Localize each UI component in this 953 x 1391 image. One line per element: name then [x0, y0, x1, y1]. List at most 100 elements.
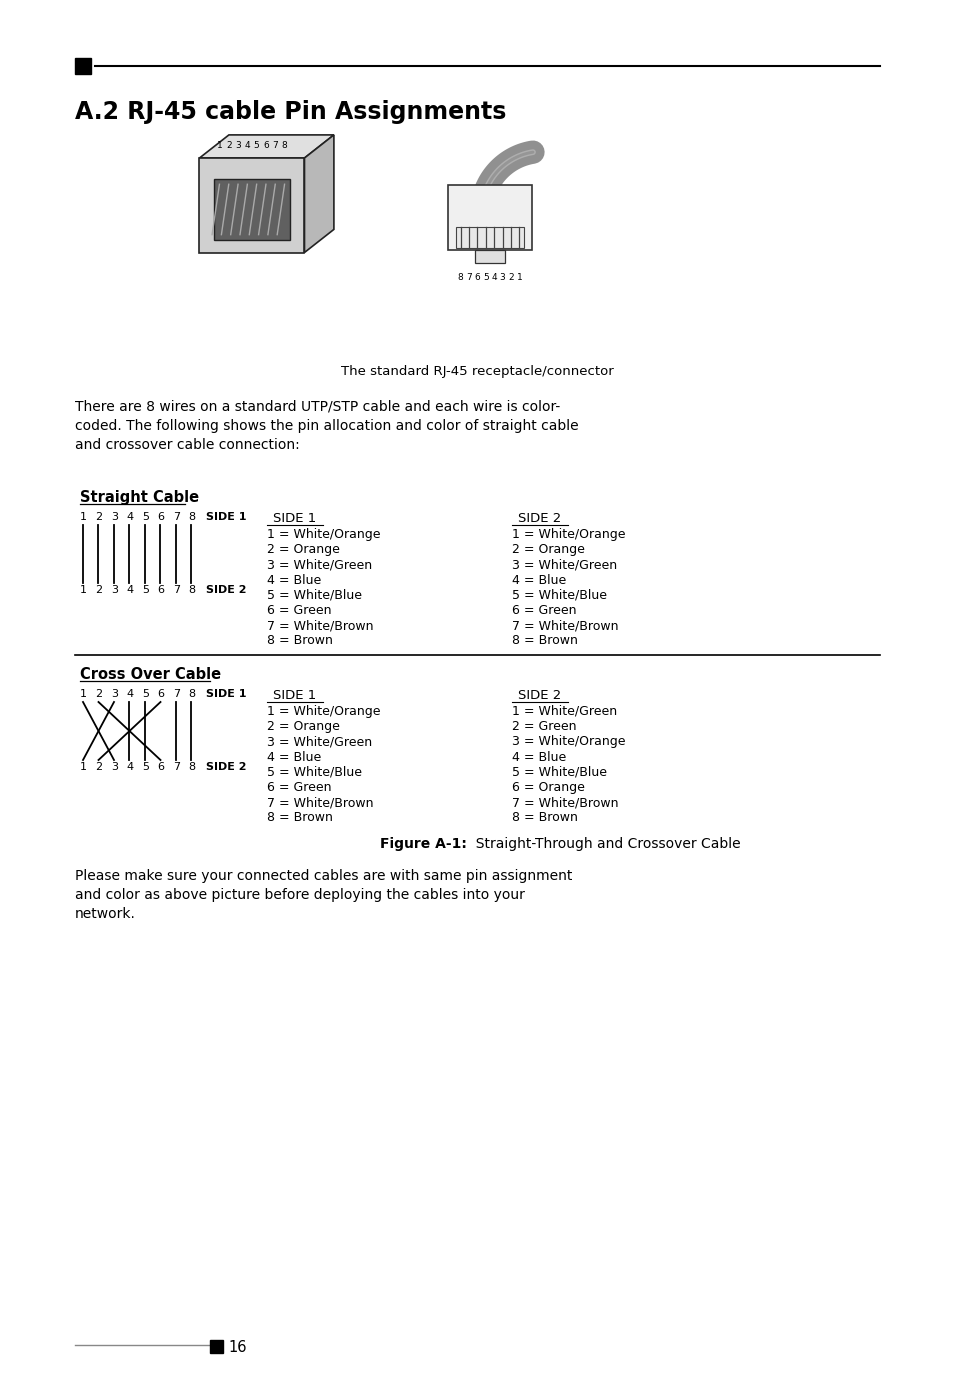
- Text: 5: 5: [142, 762, 149, 772]
- Text: 3 = White/Green: 3 = White/Green: [512, 558, 617, 572]
- Text: 5 = White/Blue: 5 = White/Blue: [267, 766, 361, 779]
- Text: 16: 16: [228, 1340, 246, 1355]
- Text: 8: 8: [189, 689, 195, 700]
- Text: A.2 RJ-45 cable Pin Assignments: A.2 RJ-45 cable Pin Assignments: [75, 100, 506, 124]
- Text: 7 = White/Brown: 7 = White/Brown: [267, 619, 374, 632]
- Text: 1 = White/Orange: 1 = White/Orange: [512, 529, 625, 541]
- Text: 1 = White/Green: 1 = White/Green: [512, 705, 617, 718]
- Text: 3: 3: [111, 586, 118, 595]
- Text: 4: 4: [127, 512, 133, 522]
- Text: 2: 2: [95, 689, 103, 700]
- Text: coded. The following shows the pin allocation and color of straight cable: coded. The following shows the pin alloc…: [75, 419, 578, 433]
- Text: 4 = Blue: 4 = Blue: [512, 751, 566, 764]
- Text: 4 = Blue: 4 = Blue: [267, 751, 321, 764]
- Text: 3: 3: [499, 273, 505, 282]
- Text: 7: 7: [172, 586, 180, 595]
- Text: 6 = Green: 6 = Green: [267, 780, 331, 794]
- Text: SIDE 2: SIDE 2: [517, 689, 561, 702]
- Text: 3: 3: [111, 689, 118, 700]
- Text: SIDE 1: SIDE 1: [206, 689, 246, 700]
- Text: 4: 4: [127, 689, 133, 700]
- Bar: [456, 227, 523, 248]
- Polygon shape: [304, 135, 334, 253]
- Text: 8: 8: [457, 273, 463, 282]
- Text: 7 = White/Brown: 7 = White/Brown: [267, 796, 374, 810]
- Text: 2 = Green: 2 = Green: [512, 721, 576, 733]
- Text: 4: 4: [244, 140, 250, 150]
- Text: Cross Over Cable: Cross Over Cable: [80, 668, 221, 682]
- Text: The standard RJ-45 receptacle/connector: The standard RJ-45 receptacle/connector: [340, 364, 613, 378]
- Text: and crossover cable connection:: and crossover cable connection:: [75, 438, 299, 452]
- Bar: [475, 250, 504, 263]
- Text: 2 = Orange: 2 = Orange: [512, 544, 584, 556]
- Text: 8 = Brown: 8 = Brown: [512, 811, 578, 825]
- Text: 3 = White/Green: 3 = White/Green: [267, 736, 372, 748]
- Text: 8: 8: [189, 762, 195, 772]
- Text: 5 = White/Blue: 5 = White/Blue: [512, 588, 606, 602]
- Text: Figure A-1:: Figure A-1:: [379, 837, 467, 851]
- Text: network.: network.: [75, 907, 135, 921]
- Text: 7: 7: [172, 512, 180, 522]
- Text: SIDE 2: SIDE 2: [206, 762, 246, 772]
- Bar: [214, 179, 290, 239]
- Text: 5 = White/Blue: 5 = White/Blue: [267, 588, 361, 602]
- Text: 6: 6: [157, 512, 164, 522]
- Text: 2 = Orange: 2 = Orange: [267, 721, 339, 733]
- Text: 1: 1: [516, 273, 521, 282]
- Text: 4: 4: [491, 273, 497, 282]
- Polygon shape: [199, 135, 334, 159]
- Text: 7 = White/Brown: 7 = White/Brown: [512, 796, 618, 810]
- Text: 1 = White/Orange: 1 = White/Orange: [267, 529, 380, 541]
- Text: 1: 1: [80, 762, 87, 772]
- Text: 6: 6: [157, 689, 164, 700]
- Text: 7 = White/Brown: 7 = White/Brown: [512, 619, 618, 632]
- Text: 1: 1: [216, 140, 222, 150]
- Text: 5: 5: [142, 512, 149, 522]
- Text: 3 = White/Green: 3 = White/Green: [267, 558, 372, 572]
- Text: 6 = Green: 6 = Green: [267, 604, 331, 618]
- Text: There are 8 wires on a standard UTP/STP cable and each wire is color-: There are 8 wires on a standard UTP/STP …: [75, 401, 559, 415]
- Text: 8 = Brown: 8 = Brown: [267, 634, 333, 647]
- Text: 4 = Blue: 4 = Blue: [267, 573, 321, 587]
- Bar: [199, 159, 304, 253]
- Text: 1: 1: [80, 512, 87, 522]
- Text: 3: 3: [235, 140, 241, 150]
- Text: 7: 7: [172, 762, 180, 772]
- Text: 8: 8: [189, 586, 195, 595]
- Text: 2 = Orange: 2 = Orange: [267, 544, 339, 556]
- Text: 1: 1: [80, 586, 87, 595]
- Text: 3 = White/Orange: 3 = White/Orange: [512, 736, 625, 748]
- Text: 7: 7: [466, 273, 472, 282]
- Text: 3: 3: [111, 762, 118, 772]
- Text: 6 = Orange: 6 = Orange: [512, 780, 584, 794]
- Text: 4: 4: [127, 586, 133, 595]
- Text: Straight-Through and Crossover Cable: Straight-Through and Crossover Cable: [467, 837, 740, 851]
- Text: 8: 8: [281, 140, 287, 150]
- Text: 6 = Green: 6 = Green: [512, 604, 576, 618]
- Text: 5 = White/Blue: 5 = White/Blue: [512, 766, 606, 779]
- Text: 4 = Blue: 4 = Blue: [512, 573, 566, 587]
- Text: 1: 1: [80, 689, 87, 700]
- Text: SIDE 1: SIDE 1: [274, 689, 316, 702]
- Text: 6: 6: [263, 140, 269, 150]
- Polygon shape: [448, 185, 532, 250]
- Bar: [75, 58, 91, 74]
- Text: 8 = Brown: 8 = Brown: [512, 634, 578, 647]
- Text: Straight Cable: Straight Cable: [80, 490, 199, 505]
- Text: 8 = Brown: 8 = Brown: [267, 811, 333, 825]
- Text: 2: 2: [95, 762, 103, 772]
- Text: 5: 5: [142, 586, 149, 595]
- Text: 5: 5: [142, 689, 149, 700]
- Text: 7: 7: [172, 689, 180, 700]
- Text: 2: 2: [95, 512, 103, 522]
- Text: 5: 5: [482, 273, 488, 282]
- Text: 4: 4: [127, 762, 133, 772]
- Text: 6: 6: [157, 762, 164, 772]
- Text: 2: 2: [95, 586, 103, 595]
- Text: 6: 6: [157, 586, 164, 595]
- Text: SIDE 2: SIDE 2: [206, 586, 246, 595]
- Text: SIDE 2: SIDE 2: [517, 512, 561, 524]
- Text: 2: 2: [226, 140, 232, 150]
- Text: 7: 7: [273, 140, 278, 150]
- Text: 8: 8: [189, 512, 195, 522]
